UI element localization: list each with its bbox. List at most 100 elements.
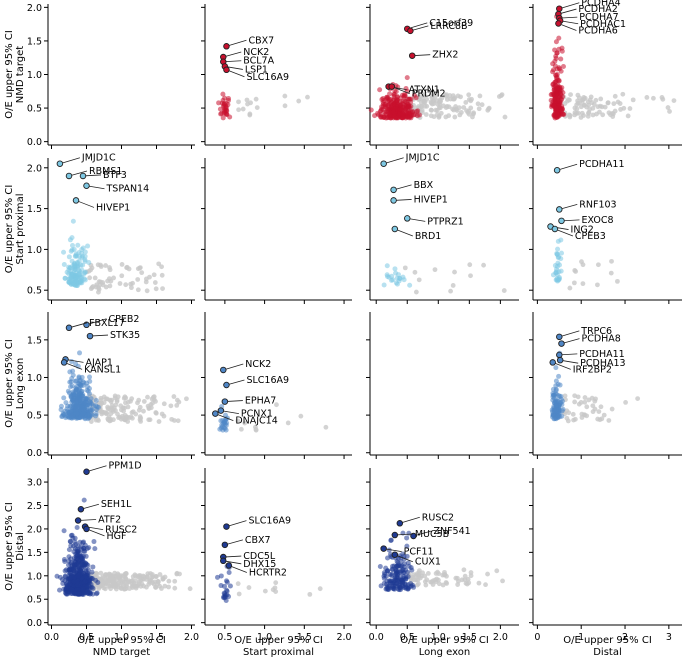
panel-2-0-point [87, 378, 93, 384]
panel-1-0-point [69, 258, 75, 264]
x-tick-label: 1.0 [431, 632, 446, 643]
panel-0-3-bg-point [597, 109, 602, 115]
panel-2-1-bg-point [253, 427, 259, 433]
panel-3-0-point [86, 583, 92, 589]
panel-0-2-bg-point [454, 108, 460, 113]
panel-2-3-bg-point [578, 400, 584, 405]
panel-3-2-point [402, 564, 408, 570]
panel-2-1-bg-point [242, 420, 248, 426]
panel-0-3-point [553, 55, 559, 61]
panel-0-3-bg-point [605, 100, 611, 106]
panel-3-2-point [404, 535, 410, 541]
annotation-label-pcnx1: PCNX1 [241, 409, 273, 420]
panel-2-0-bg-point [184, 396, 189, 402]
panel-2-3-bg-point [598, 404, 604, 410]
panel-2-0-bg-point [103, 396, 109, 402]
panel-3-0-point [94, 590, 100, 596]
annotation-label-c15orf39: C15orf39 [429, 18, 473, 29]
y-tick-label: 0.5 [27, 411, 42, 422]
panel-3-2-bg-point [423, 582, 429, 588]
panel-3-0-point [88, 591, 94, 597]
panel-0-2-point [404, 114, 410, 120]
panel-2-0-point [62, 408, 68, 414]
panel-3-0-point [62, 573, 68, 579]
annotation-leader [226, 39, 247, 47]
panel-0-3-bg-point [585, 110, 591, 116]
panel-3-0-point [87, 575, 93, 581]
panel-0-3-point [555, 77, 561, 83]
annotation-label-dnajc14: DNAJC14 [235, 416, 277, 427]
panel-3-0-bg-point [138, 583, 144, 589]
panel-3-0-point [71, 571, 77, 577]
annotation-label-brd1: BRD1 [415, 231, 441, 242]
y-tick-label: 1.0 [27, 245, 42, 256]
panel-3-0-point [92, 546, 98, 552]
panel-2-0-bg-point [136, 397, 142, 403]
annotation-leader [383, 157, 404, 165]
panel-1-0-point [61, 261, 67, 267]
annotated-point-zhx2 [408, 52, 416, 59]
panel-1-0-bg-point [130, 280, 135, 286]
panel-0-2-bg-point [476, 106, 482, 112]
panel-3-0-point [69, 586, 75, 592]
panel-0-2-bg-point [443, 114, 449, 120]
panel-2-0-bg-point [141, 399, 147, 404]
panel-0-3-bg-point [598, 96, 604, 102]
panel-0-1-bg-point [245, 101, 250, 107]
annotated-point-bbx [390, 186, 397, 194]
panel-3-0-point [79, 564, 85, 570]
panel-1-0-point [62, 275, 68, 281]
panel-1-2-bg-point [450, 283, 456, 288]
annotated-point-seh1l [77, 505, 85, 513]
panel-2-0-bg-point [145, 403, 151, 409]
panel-2-3-point [555, 381, 561, 387]
panel-0-2-point [400, 111, 406, 117]
panel-3-1-point [218, 573, 224, 579]
panel-3-2-point [394, 580, 400, 586]
panel-1-0-point [75, 242, 81, 248]
panel-0-2-point [387, 91, 393, 97]
annotation-label-pcdhac1: PCDHAC1 [580, 19, 626, 30]
y-tick-label: 0.5 [27, 104, 42, 115]
panel-0-2-point [402, 93, 408, 99]
panel-0-3-bg-point [620, 91, 626, 97]
panel-3-1-bg-point [273, 580, 279, 586]
x-tick-label: 0 [534, 632, 540, 643]
panel-2-0-bg-point [101, 400, 107, 406]
panel-2-0-point [58, 407, 64, 413]
panel-3-2-point [397, 584, 403, 590]
annotated-point-slc16a9 [223, 66, 230, 74]
panel-0-3-bg-point [581, 102, 587, 108]
panel-0-2-bg-point [469, 96, 474, 102]
panel-2-0-bg-point [171, 394, 177, 399]
panel-1-0-bg-point [87, 275, 93, 281]
panel-3-0-point [80, 586, 86, 592]
panel-0-2-bg-point [471, 110, 477, 116]
annotation-label-pcdha7: PCDHA7 [579, 12, 618, 23]
panel-0-2-point [375, 110, 381, 116]
panel-0-1-bg-point [236, 107, 242, 113]
panel-1-2-bg-point [413, 289, 419, 295]
x-tick-label: 1.5 [462, 632, 477, 643]
annotation-label-slc16a9: SLC16A9 [248, 516, 291, 527]
panel-0-2-bg-point [470, 114, 475, 120]
y-tick-label: 0.0 [27, 137, 42, 148]
y-axis-label-line1: O/E upper 95% CI [4, 339, 15, 428]
panel-0-2-bg-point [423, 112, 429, 117]
annotated-point-lrrc8b [407, 27, 414, 35]
panel-3-2-point [411, 584, 417, 590]
panel-3-0-point [76, 591, 82, 597]
panel-1-3-point [554, 251, 560, 257]
panel-3-2-bg-point [462, 573, 468, 579]
panel-0-1-point [222, 109, 228, 115]
panel-1-0-bg-point [92, 275, 98, 281]
panel-2-0-bg-point [145, 394, 150, 400]
panel-0-1-point [225, 98, 231, 104]
panel-3-2-point [377, 564, 383, 570]
panel-1-0-point [82, 258, 88, 264]
panel-3-2-point [388, 538, 394, 544]
annotated-point-trpc6 [556, 333, 563, 341]
panel-2-0-point [84, 395, 90, 401]
annotation-label-hcrtr2: HCRTR2 [249, 567, 287, 578]
annotation-label-epha7: EPHA7 [245, 396, 276, 407]
